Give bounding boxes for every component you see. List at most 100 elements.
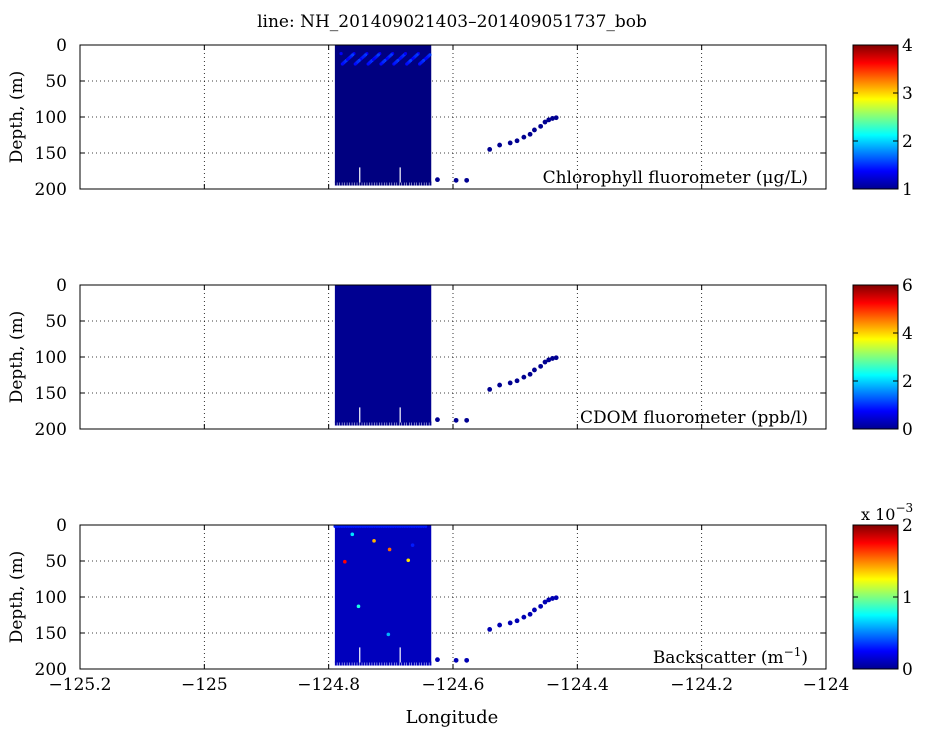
data-block-edge xyxy=(392,661,395,666)
outlier-point xyxy=(350,532,355,537)
data-block-edge xyxy=(369,661,372,666)
data-block-edge xyxy=(362,661,365,666)
data-block-edge xyxy=(392,181,395,186)
data-block-edge xyxy=(397,421,400,426)
y-tick-label: 200 xyxy=(35,420,67,440)
surface-point xyxy=(347,525,351,528)
data-block xyxy=(334,525,432,663)
data-point xyxy=(487,627,493,632)
data-block-edge xyxy=(414,421,417,426)
data-block-edge xyxy=(409,421,412,426)
y-tick-label: 100 xyxy=(35,348,67,368)
data-point xyxy=(538,603,544,609)
data-block-edge xyxy=(389,181,392,186)
colorbar-tick-label: 3 xyxy=(902,84,913,104)
data-block-edge xyxy=(357,181,360,186)
colorbar-exponent: x 10−3 xyxy=(861,501,913,524)
data-block-edge xyxy=(409,661,412,666)
surface-point xyxy=(401,525,404,528)
data-block-edge xyxy=(404,661,407,666)
data-block-edge xyxy=(362,181,365,186)
surface-point xyxy=(382,525,386,528)
data-block-edge xyxy=(369,181,372,186)
colorbar-tick-label: 2 xyxy=(902,372,913,392)
data-block-edge xyxy=(367,661,370,666)
x-axis-label: Longitude xyxy=(406,707,499,728)
data-point xyxy=(546,597,552,603)
surface-point xyxy=(333,525,337,528)
data-block-edge xyxy=(349,661,352,666)
colorbar-tick-label: 0 xyxy=(902,660,913,680)
data-block-edge xyxy=(382,421,385,426)
panel-label: Chlorophyll fluorometer (μg/L) xyxy=(543,168,808,188)
data-block-edge xyxy=(411,181,414,186)
data-point xyxy=(497,382,503,388)
data-point xyxy=(453,657,459,663)
bloom-point xyxy=(376,53,381,57)
surface-point xyxy=(394,525,397,528)
surface-point xyxy=(349,525,353,528)
colorbar-tick-label: 2 xyxy=(902,132,913,152)
data-point xyxy=(435,417,440,423)
chart-title: line: NH_201409021403–201409051737_bob xyxy=(257,12,647,32)
data-block-edge xyxy=(364,661,367,666)
data-block-edge xyxy=(387,661,390,666)
data-block-edge xyxy=(344,181,347,186)
outlier-point xyxy=(356,604,361,609)
data-block-edge xyxy=(424,421,427,426)
data-block-edge xyxy=(429,181,432,186)
bloom-point xyxy=(419,61,423,65)
x-tick-label: −125 xyxy=(181,675,228,695)
surface-point xyxy=(377,525,381,528)
bloom-point xyxy=(379,62,383,66)
data-point xyxy=(553,115,559,121)
data-block-edge xyxy=(359,421,362,426)
data-block-edge xyxy=(397,661,400,666)
x-tick-label: −124.6 xyxy=(422,675,485,695)
data-block-edge xyxy=(404,421,407,426)
data-block xyxy=(334,285,432,423)
surface-point xyxy=(384,525,388,528)
data-block-edge xyxy=(399,421,402,426)
data-block-edge xyxy=(409,181,412,186)
surface-point xyxy=(354,525,358,528)
data-block-edge xyxy=(419,661,422,666)
data-block-edge xyxy=(359,181,362,186)
data-point xyxy=(550,356,555,361)
data-point xyxy=(514,138,520,144)
panel-cdom: 0 50 100 150 200 Depth, (m) CDOM fluorometer (… xyxy=(7,276,913,440)
panel-label: Backscatter (m−1) xyxy=(653,645,808,668)
y-axis-label: Depth, (m) xyxy=(7,551,27,644)
surface-point xyxy=(412,525,416,528)
data-block-edge xyxy=(429,421,432,426)
surface-point xyxy=(340,525,344,528)
data-block-edge xyxy=(421,181,424,186)
data-block-edge xyxy=(367,421,370,426)
data-block-edge xyxy=(387,421,390,426)
data-block-edge xyxy=(429,661,432,666)
y-tick-label: 0 xyxy=(56,36,67,56)
data-point xyxy=(453,177,459,183)
data-point xyxy=(542,599,548,605)
y-tick-label: 50 xyxy=(45,552,67,572)
data-block-edge xyxy=(342,661,345,666)
data-block-edge xyxy=(379,181,382,186)
data-point xyxy=(532,127,537,133)
colorbar-tick-label: 0 xyxy=(902,420,913,440)
data-point xyxy=(527,131,533,137)
data-point xyxy=(553,355,559,361)
surface-point xyxy=(368,525,372,528)
data-block-edge xyxy=(377,661,380,666)
y-tick-label: 100 xyxy=(35,108,67,128)
bloom-point xyxy=(409,58,413,63)
bloom-point xyxy=(381,60,386,64)
colorbar-tick-label: 4 xyxy=(902,36,913,56)
surface-point xyxy=(342,525,346,528)
data-block-edge xyxy=(377,181,380,186)
data-block-edge xyxy=(389,421,392,426)
data-block-edge xyxy=(352,661,355,666)
surface-point xyxy=(389,525,393,528)
data-block-edge xyxy=(372,181,375,186)
outlier-point xyxy=(372,539,376,543)
y-tick-label: 0 xyxy=(56,516,67,536)
